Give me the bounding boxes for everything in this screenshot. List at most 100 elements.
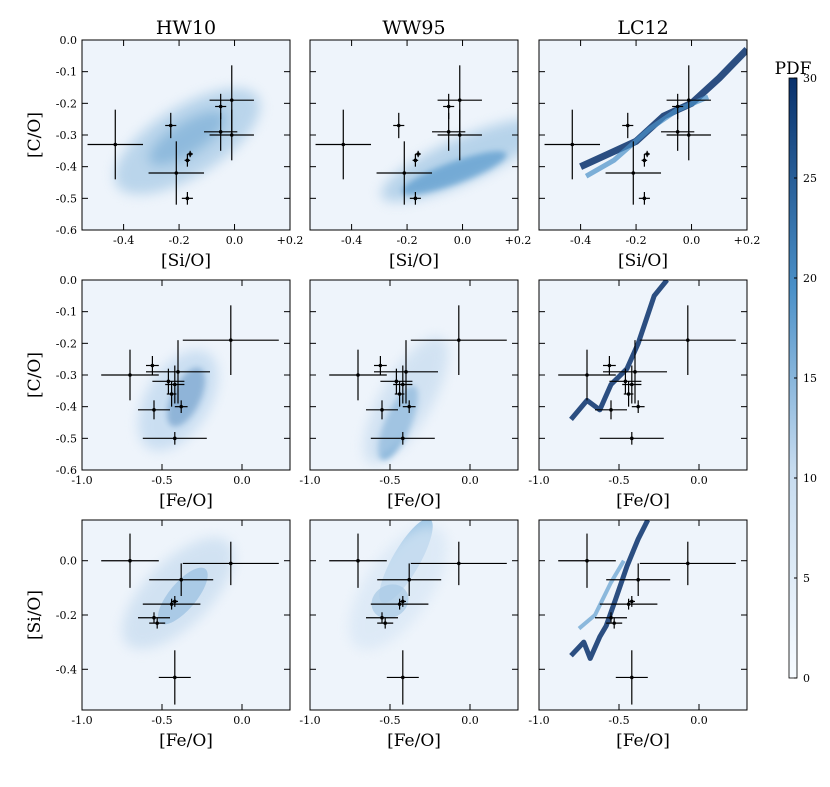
point-marker (612, 621, 616, 625)
data-point (181, 192, 193, 205)
x-axis-label: [Fe/O] (387, 731, 441, 751)
y-tick-label: -0.1 (56, 66, 77, 79)
point-marker (169, 602, 174, 606)
y-axis-label: [Si/O] (25, 590, 45, 640)
point-marker (686, 133, 691, 137)
y-tick-label: -0.4 (56, 161, 77, 174)
point-marker (218, 130, 223, 134)
panel-2-0: -1.0 -0.5 0.0 -0.4 -0.2 0.0 [Fe/O] [Si/O] (25, 519, 291, 751)
point-marker (179, 404, 183, 409)
data-point (609, 368, 642, 394)
panel-1-0: -1.0 -0.5 0.0 -0.6 -0.5 -0.4 -0.3 -0.2 -0.1 0.0 [F… (25, 274, 291, 511)
point-marker (675, 104, 680, 109)
point-marker (642, 158, 647, 163)
point-marker (633, 370, 637, 374)
data-point (138, 400, 170, 420)
point-marker (229, 133, 234, 137)
point-marker (185, 196, 190, 201)
point-marker (457, 338, 461, 342)
point-marker (173, 675, 177, 680)
density-map (569, 280, 669, 421)
data-point (631, 400, 645, 413)
data-point (166, 381, 177, 407)
point-marker (394, 379, 399, 384)
x-tick-label: 0.0 (461, 474, 479, 487)
colorbar-tick-label: 5 (803, 572, 810, 585)
point-marker (446, 104, 451, 109)
point-marker (155, 621, 159, 625)
point-marker (356, 558, 360, 563)
density-track (584, 94, 710, 179)
y-tick-label: -0.3 (56, 129, 77, 142)
point-marker (380, 408, 384, 412)
colorbar-tick-label: 30 (803, 72, 817, 85)
data-point (142, 432, 207, 445)
x-tick-label: -0.5 (608, 714, 629, 727)
point-marker (113, 142, 118, 147)
point-marker (188, 152, 192, 156)
x-tick-label: -1.0 (71, 714, 92, 727)
density-background (539, 520, 747, 710)
point-marker (642, 196, 647, 201)
density-map (114, 88, 261, 195)
point-marker (397, 392, 402, 396)
x-tick-label: 0.0 (683, 234, 701, 247)
density-map (569, 520, 651, 661)
y-axis-label: [C/O] (25, 352, 45, 398)
x-tick-label: -0.4 (113, 234, 134, 247)
data-point (329, 533, 387, 588)
point-marker (229, 98, 234, 102)
point-marker (607, 363, 612, 368)
point-marker (128, 558, 132, 563)
point-marker (457, 561, 461, 566)
density-map (380, 118, 518, 202)
point-marker (623, 379, 628, 384)
data-point (437, 109, 482, 161)
point-marker (626, 392, 631, 396)
point-marker (150, 363, 155, 368)
panel-title: WW95 (382, 17, 445, 39)
x-axis-label: [Fe/O] (616, 731, 670, 751)
x-tick-label: 0.0 (461, 714, 479, 727)
data-point (87, 109, 144, 180)
point-marker (631, 171, 636, 175)
point-marker (396, 123, 401, 128)
density-blob (114, 88, 261, 195)
colorbar-label: PDF (775, 59, 812, 79)
point-marker (401, 382, 405, 387)
y-tick-label: -0.2 (56, 609, 77, 622)
point-marker (457, 98, 462, 102)
data-point (187, 150, 193, 158)
x-tick-label: -0.5 (379, 714, 400, 727)
colorbar-tick-label: 10 (803, 472, 817, 485)
y-tick-label: -0.2 (56, 337, 77, 350)
data-point (101, 349, 159, 401)
panel-title: LC12 (617, 17, 668, 39)
y-tick-label: -0.6 (56, 464, 77, 477)
data-point (558, 533, 616, 588)
data-point (215, 93, 227, 120)
density-track (577, 559, 626, 631)
data-point (605, 141, 662, 205)
data-point (148, 141, 205, 205)
point-marker (630, 675, 634, 680)
density-blob (348, 525, 448, 650)
data-point (138, 612, 170, 624)
point-marker (401, 436, 405, 441)
x-tick-label: -1.0 (299, 474, 320, 487)
point-marker (407, 577, 412, 582)
x-axis-label: [Si/O] (161, 251, 211, 271)
data-point (639, 305, 736, 375)
data-point (171, 596, 178, 607)
data-point (374, 340, 438, 404)
x-tick-label: 0.0 (454, 234, 472, 247)
data-point (386, 650, 419, 705)
y-tick-label: 0.0 (60, 555, 78, 568)
data-point (370, 432, 435, 445)
data-point (595, 400, 627, 420)
point-marker (168, 123, 173, 128)
data-point (393, 112, 405, 139)
point-marker (152, 408, 156, 412)
x-tick-label: -1.0 (528, 474, 549, 487)
